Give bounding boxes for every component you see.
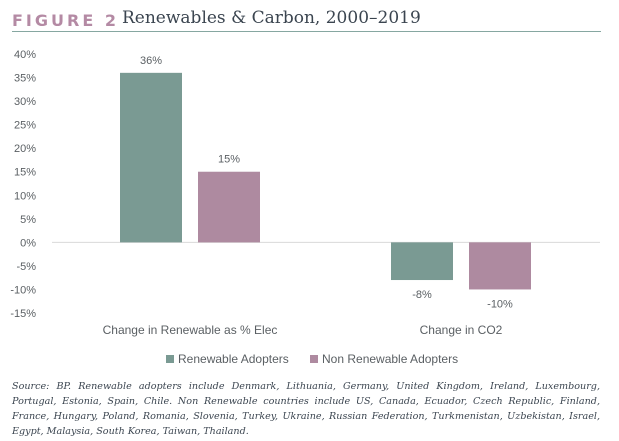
legend-swatch-non-renewable xyxy=(310,355,318,363)
y-tick-label: -10% xyxy=(10,284,36,296)
y-tick-label: 15% xyxy=(14,167,36,179)
data-labels: 36% 15% -8% -10% xyxy=(140,55,513,311)
category-label: Change in CO2 xyxy=(420,323,503,337)
y-tick-label: 25% xyxy=(14,120,36,132)
data-label: -8% xyxy=(412,289,432,301)
bar xyxy=(120,72,182,243)
y-tick-label: 0% xyxy=(20,237,36,249)
y-tick-label: 5% xyxy=(20,214,36,226)
y-tick-label: 10% xyxy=(14,190,36,202)
y-tick-label: -15% xyxy=(10,308,36,320)
legend-item-renewable: Renewable Adopters xyxy=(166,352,289,366)
source-note: Source: BP. Renewable adopters include D… xyxy=(12,381,600,437)
y-tick-label: 35% xyxy=(14,73,36,85)
legend-item-non-renewable: Non Renewable Adopters xyxy=(310,352,458,366)
legend-label-non-renewable: Non Renewable Adopters xyxy=(322,352,459,366)
title-divider xyxy=(12,31,601,32)
bars xyxy=(120,72,531,290)
y-axis: 40% 35% 30% 25% 20% 15% 10% 5% 0% -5% -10% -15% xyxy=(10,49,36,320)
bar xyxy=(198,171,260,243)
category-labels: Change in Renewable as % Elec Change in C… xyxy=(103,323,503,337)
figure-label: FIGURE 2 xyxy=(12,11,119,30)
bar xyxy=(391,242,453,281)
legend: Renewable Adopters Non Renewable Adopter… xyxy=(0,352,619,368)
y-tick-label: 20% xyxy=(14,143,36,155)
figure-title: Renewables & Carbon, 2000–2019 xyxy=(122,8,421,28)
legend-label-renewable: Renewable Adopters xyxy=(178,352,289,366)
category-label: Change in Renewable as % Elec xyxy=(103,323,278,337)
y-tick-label: -5% xyxy=(16,261,36,273)
data-label: -10% xyxy=(487,298,513,310)
y-tick-label: 40% xyxy=(14,49,36,61)
bar xyxy=(469,242,531,290)
data-label: 36% xyxy=(140,55,162,67)
legend-swatch-renewable xyxy=(166,355,174,363)
y-tick-label: 30% xyxy=(14,96,36,108)
data-label: 15% xyxy=(218,154,240,166)
bar-chart: 40% 35% 30% 25% 20% 15% 10% 5% 0% -5% -10% -15% 36%… xyxy=(10,49,600,337)
figure-header: FIGURE 2 Renewables & Carbon, 2000–2019 xyxy=(12,5,607,33)
